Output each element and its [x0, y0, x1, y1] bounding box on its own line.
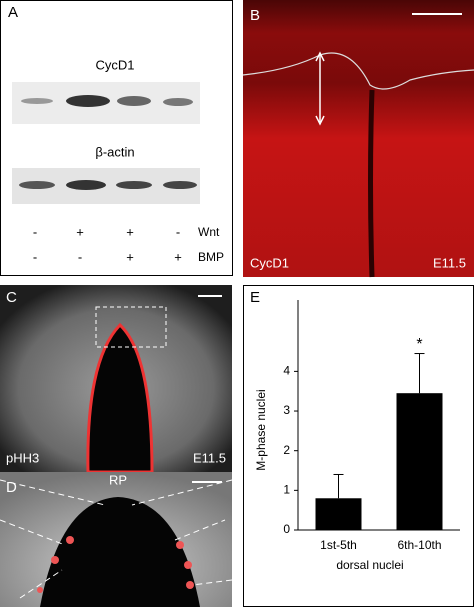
panel-a: A CycD1 β-actin - + + - Wnt - - + + BMP — [0, 0, 233, 276]
boundary — [242, 52, 474, 90]
band — [19, 181, 55, 189]
band — [163, 98, 193, 106]
panel-label: D — [6, 479, 17, 496]
band — [116, 181, 152, 189]
midline — [368, 89, 375, 278]
treatment-label: Wnt — [198, 225, 220, 239]
panel-border — [0, 0, 233, 276]
y-tick-label: 4 — [283, 364, 290, 378]
treatment-sign: - — [78, 249, 82, 264]
band — [21, 98, 53, 104]
y-axis-label: M-phase nuclei — [254, 389, 268, 470]
blot-label: β-actin — [95, 144, 134, 159]
treatment-sign: + — [76, 224, 84, 239]
dashed-lines — [0, 479, 233, 599]
band — [163, 181, 197, 189]
treatment-sign: - — [33, 224, 37, 239]
band — [66, 180, 106, 190]
panel-label: B — [250, 7, 260, 24]
treatment-sign: - — [176, 224, 180, 239]
stage-label: E11.5 — [193, 450, 226, 465]
treatment-sign: + — [126, 224, 134, 239]
x-tick-label: 1st-5th — [320, 538, 357, 552]
inset-box — [95, 306, 167, 348]
panel-b: B CycD1 E11.5 — [242, 0, 474, 278]
band — [117, 96, 151, 106]
treatment-label: BMP — [198, 250, 224, 264]
treatment-sign: - — [33, 249, 37, 264]
nuclei — [37, 536, 194, 593]
stage-label: E11.5 — [433, 255, 466, 270]
stain-label: pHH3 — [6, 450, 39, 465]
panel-label: C — [6, 289, 17, 306]
lumen — [40, 497, 200, 607]
treatment-sign: + — [126, 249, 134, 264]
arrowheads — [315, 51, 325, 126]
significance: * — [416, 336, 422, 353]
x-tick-label: 6th-10th — [397, 538, 441, 552]
band — [66, 95, 110, 107]
bar — [315, 498, 362, 530]
bar — [396, 393, 443, 530]
region-label: RP — [109, 472, 127, 487]
x-axis-label: dorsal nuclei — [336, 558, 403, 572]
treatment-table: - + + - Wnt - - + + BMP — [33, 224, 224, 264]
y-tick-label: 3 — [283, 403, 290, 417]
lumen — [86, 322, 154, 474]
y-tick-label: 0 — [283, 522, 290, 536]
panel-d: D RP — [0, 472, 233, 607]
panel-e: E M-phase nuclei dorsal nuclei 0 1 2 3 4 1st-… — [243, 285, 474, 607]
panel-label: A — [8, 4, 18, 21]
panel-label: E — [250, 289, 260, 306]
treatment-sign: + — [174, 249, 182, 264]
micrograph — [243, 0, 474, 277]
panel-c: C pHH3 E11.5 — [0, 285, 232, 474]
blot-label: CycD1 — [95, 57, 134, 72]
y-tick-label: 2 — [283, 443, 290, 457]
y-tick-label: 1 — [283, 483, 290, 497]
stain-label: CycD1 — [250, 255, 289, 270]
